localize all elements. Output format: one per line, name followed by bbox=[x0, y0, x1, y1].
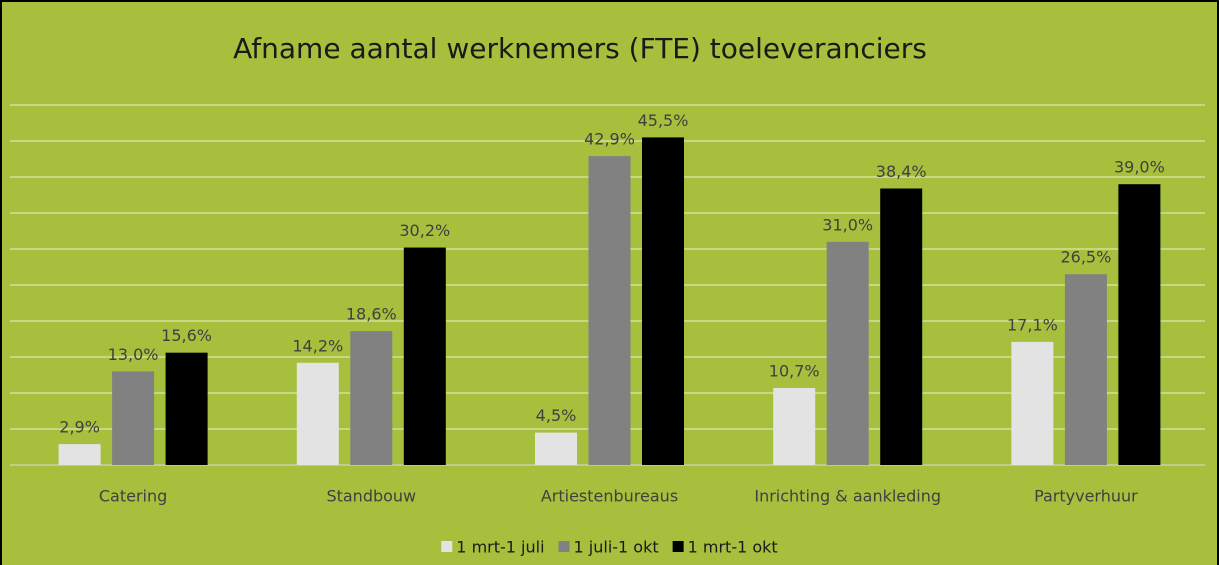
data-label: 14,2% bbox=[292, 336, 343, 355]
bar bbox=[588, 156, 631, 465]
bar bbox=[403, 247, 446, 465]
bar bbox=[112, 371, 155, 465]
data-label: 2,9% bbox=[59, 418, 100, 437]
data-label: 38,4% bbox=[876, 162, 927, 181]
x-tick-label: Partyverhuur bbox=[1034, 487, 1138, 506]
legend-swatch bbox=[441, 541, 453, 552]
data-label: 26,5% bbox=[1060, 248, 1111, 267]
legend-swatch bbox=[672, 541, 684, 552]
bar bbox=[535, 432, 577, 465]
x-tick-label: Standbouw bbox=[326, 487, 416, 506]
legend-swatch bbox=[558, 541, 570, 552]
bar bbox=[296, 362, 339, 465]
bar bbox=[58, 444, 101, 465]
data-label: 42,9% bbox=[584, 130, 635, 149]
bar bbox=[350, 331, 393, 465]
data-label: 18,6% bbox=[346, 305, 397, 324]
bar bbox=[165, 352, 208, 465]
chart-title: Afname aantal werknemers (FTE) toelevera… bbox=[233, 32, 927, 65]
bar bbox=[880, 188, 923, 465]
data-label: 4,5% bbox=[536, 406, 577, 425]
data-label: 17,1% bbox=[1007, 315, 1058, 334]
data-label: 10,7% bbox=[769, 361, 820, 380]
bar bbox=[1118, 184, 1161, 465]
data-label: 31,0% bbox=[822, 215, 873, 234]
legend-label: 1 mrt-1 okt bbox=[688, 538, 778, 557]
data-label: 39,0% bbox=[1114, 158, 1165, 177]
data-label: 13,0% bbox=[108, 345, 159, 364]
data-label: 45,5% bbox=[638, 111, 689, 130]
legend-label: 1 juli-1 okt bbox=[574, 538, 659, 557]
legend-label: 1 mrt-1 juli bbox=[456, 538, 544, 557]
bar bbox=[1064, 274, 1107, 465]
data-label: 15,6% bbox=[161, 326, 212, 345]
bar bbox=[826, 241, 869, 465]
bar bbox=[773, 387, 816, 465]
x-tick-label: Inrichting & aankleding bbox=[754, 487, 941, 506]
data-label: 30,2% bbox=[399, 221, 450, 240]
bar bbox=[1011, 341, 1054, 465]
x-tick-label: Catering bbox=[99, 487, 167, 506]
x-tick-label: Artiestenbureaus bbox=[541, 487, 678, 506]
bar bbox=[642, 137, 684, 465]
